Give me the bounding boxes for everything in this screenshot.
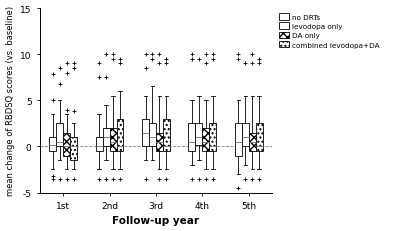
PathPatch shape	[70, 138, 77, 161]
PathPatch shape	[188, 124, 196, 151]
PathPatch shape	[256, 124, 263, 151]
PathPatch shape	[56, 124, 63, 147]
PathPatch shape	[242, 124, 249, 147]
PathPatch shape	[102, 128, 110, 147]
PathPatch shape	[142, 119, 149, 147]
PathPatch shape	[49, 138, 56, 151]
PathPatch shape	[235, 124, 242, 156]
PathPatch shape	[156, 133, 163, 151]
PathPatch shape	[96, 138, 102, 151]
PathPatch shape	[63, 133, 70, 156]
Legend: no DRTs, levodopa only, DA only, combined levodopa+DA: no DRTs, levodopa only, DA only, combine…	[278, 13, 382, 50]
PathPatch shape	[116, 119, 124, 151]
PathPatch shape	[163, 119, 170, 151]
PathPatch shape	[209, 124, 216, 151]
PathPatch shape	[149, 124, 156, 147]
PathPatch shape	[249, 133, 256, 151]
PathPatch shape	[202, 128, 209, 151]
Y-axis label: mean change of RBDSQ scores (vs. baseline): mean change of RBDSQ scores (vs. baselin…	[6, 6, 14, 195]
PathPatch shape	[196, 124, 202, 145]
X-axis label: Follow-up year: Follow-up year	[112, 216, 200, 225]
PathPatch shape	[110, 128, 116, 151]
